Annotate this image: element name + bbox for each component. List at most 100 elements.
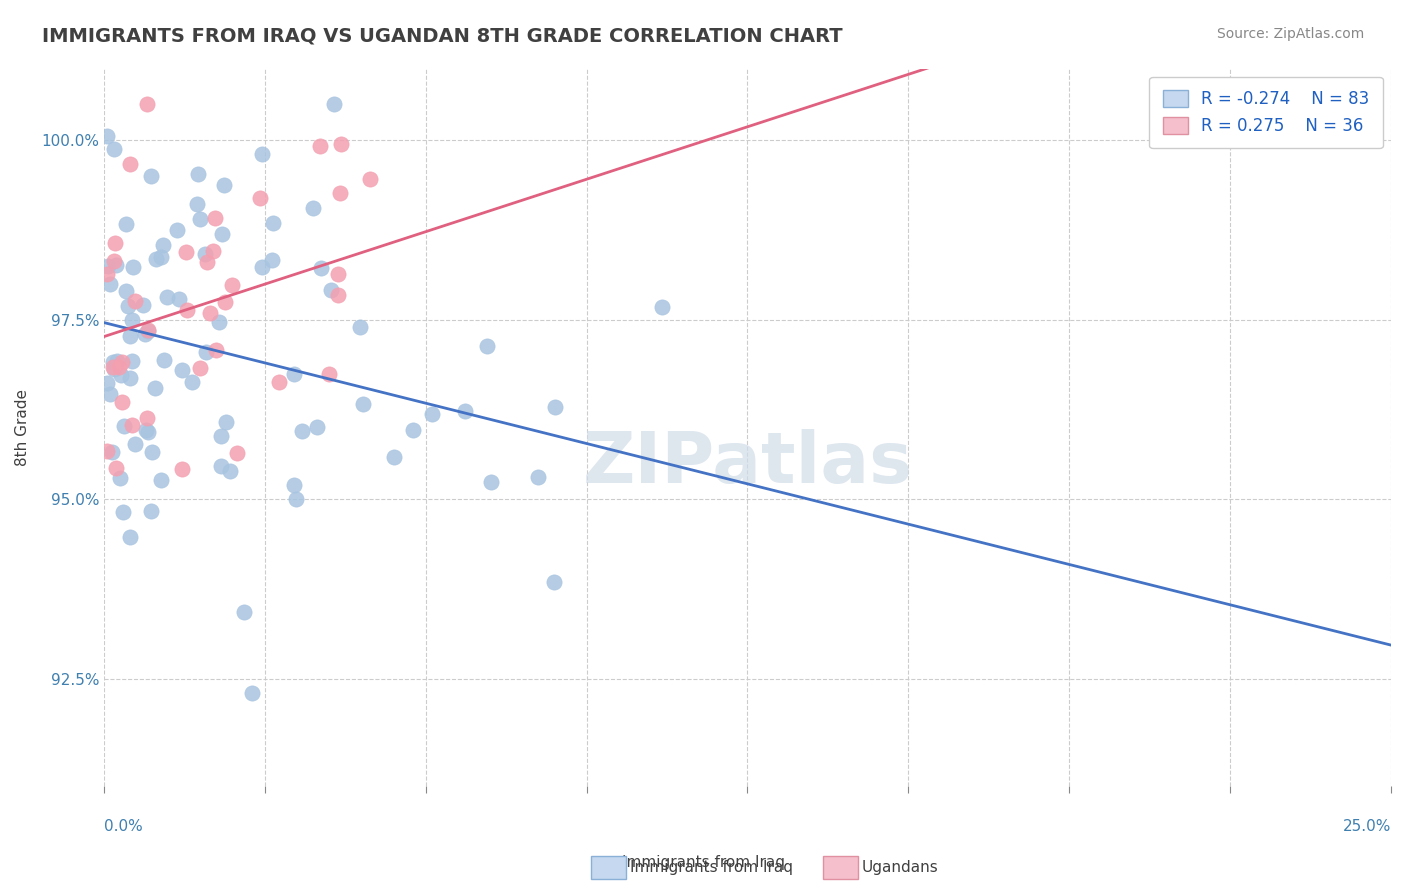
Point — [153, 353, 176, 368]
Point — [117, 299, 139, 313]
Point — [138, 425, 160, 439]
Point — [136, 325, 159, 339]
Point — [121, 260, 143, 274]
Point — [96, 129, 118, 144]
Point — [252, 260, 274, 275]
Point — [104, 236, 127, 251]
Point — [96, 443, 118, 458]
Point — [285, 492, 308, 507]
Text: ZIPatlas: ZIPatlas — [582, 429, 912, 498]
Text: IMMIGRANTS FROM IRAQ VS UGANDAN 8TH GRADE CORRELATION CHART: IMMIGRANTS FROM IRAQ VS UGANDAN 8TH GRAD… — [42, 27, 842, 45]
Point — [156, 290, 179, 304]
Point — [174, 245, 197, 260]
Point — [198, 306, 221, 320]
Point — [194, 246, 217, 260]
Point — [205, 343, 228, 358]
Point — [188, 360, 211, 375]
Point — [96, 268, 118, 282]
Point — [326, 267, 349, 281]
Point — [544, 401, 567, 415]
Point — [124, 293, 146, 308]
Point — [651, 300, 673, 314]
Point — [475, 339, 498, 353]
Point — [135, 423, 157, 437]
Point — [139, 504, 162, 518]
Point — [214, 178, 236, 192]
Point — [96, 376, 118, 391]
Point — [101, 355, 124, 369]
Point — [382, 450, 405, 465]
Point — [100, 445, 122, 459]
Point — [110, 368, 132, 382]
Point — [111, 355, 134, 369]
Point — [135, 410, 157, 425]
Point — [305, 420, 328, 434]
Point — [139, 169, 162, 183]
Point — [141, 445, 163, 459]
Point — [101, 359, 124, 374]
Point — [250, 147, 273, 161]
Text: Ugandans: Ugandans — [862, 861, 939, 875]
Point — [121, 354, 143, 368]
Point — [170, 462, 193, 476]
Point — [167, 293, 190, 307]
Point — [121, 418, 143, 433]
Point — [318, 367, 340, 381]
Point — [260, 253, 283, 268]
Point — [479, 475, 502, 490]
Point — [166, 222, 188, 236]
Point — [136, 323, 159, 337]
Point — [215, 415, 238, 429]
Point — [112, 506, 135, 520]
Point — [221, 278, 243, 293]
Point — [105, 354, 128, 368]
Point — [194, 345, 217, 359]
Point — [152, 238, 174, 252]
Point — [114, 217, 136, 231]
Point — [301, 202, 323, 216]
Point — [172, 363, 194, 377]
Point — [328, 288, 350, 302]
Point — [134, 326, 156, 341]
Point — [111, 395, 134, 409]
Point — [188, 211, 211, 226]
Point — [322, 97, 344, 112]
Point — [208, 315, 231, 329]
Point — [135, 97, 157, 112]
Point — [103, 142, 125, 156]
Text: 0.0%: 0.0% — [104, 819, 143, 834]
Point — [150, 250, 173, 264]
Point — [352, 397, 374, 411]
Point — [98, 387, 121, 401]
Point — [402, 423, 425, 437]
Point — [149, 473, 172, 487]
Point — [181, 375, 204, 389]
Point — [211, 459, 233, 474]
Point — [121, 312, 143, 326]
Point — [201, 244, 224, 258]
Point — [311, 261, 333, 276]
Point — [309, 139, 332, 153]
Point — [124, 437, 146, 451]
Point — [105, 461, 128, 475]
Point — [267, 375, 290, 389]
Point — [120, 156, 142, 170]
Text: 25.0%: 25.0% — [1343, 819, 1391, 834]
Point — [226, 446, 249, 460]
Point — [186, 196, 208, 211]
Point — [291, 424, 314, 438]
Point — [143, 381, 166, 395]
Point — [349, 320, 371, 334]
Point — [420, 407, 443, 421]
Point — [97, 259, 120, 273]
Point — [249, 191, 271, 205]
Point — [454, 404, 477, 418]
Point — [176, 303, 198, 318]
Text: Source: ZipAtlas.com: Source: ZipAtlas.com — [1216, 27, 1364, 41]
Point — [108, 470, 131, 484]
Point — [145, 252, 167, 266]
Point — [262, 216, 284, 230]
Point — [103, 362, 125, 376]
Legend: R = -0.274    N = 83, R = 0.275    N = 36: R = -0.274 N = 83, R = 0.275 N = 36 — [1150, 77, 1382, 148]
Point — [283, 478, 305, 492]
